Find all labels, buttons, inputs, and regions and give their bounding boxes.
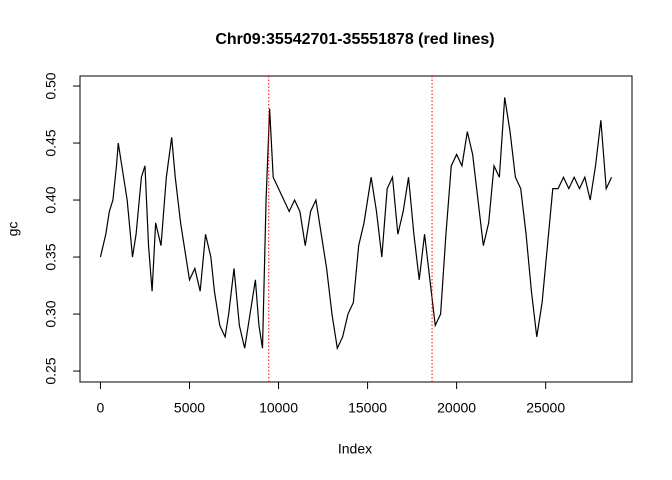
y-tick-label: 0.45 — [43, 129, 59, 156]
y-tick-label: 0.25 — [43, 357, 59, 384]
x-tick-label: 25000 — [526, 400, 565, 416]
x-tick-label: 10000 — [259, 400, 298, 416]
y-axis-label: gc — [5, 222, 21, 237]
x-tick-label: 0 — [97, 400, 105, 416]
x-tick-label: 15000 — [348, 400, 387, 416]
x-axis-label: Index — [338, 441, 372, 457]
x-tick-label: 20000 — [437, 400, 476, 416]
y-tick-label: 0.30 — [43, 300, 59, 327]
y-tick-label: 0.40 — [43, 186, 59, 213]
chart-title: Chr09:35542701-35551878 (red lines) — [215, 31, 494, 48]
x-tick-label: 5000 — [174, 400, 205, 416]
data-line — [99, 97, 613, 351]
y-tick-label: 0.35 — [43, 243, 59, 270]
y-tick-label: 0.50 — [43, 72, 59, 99]
